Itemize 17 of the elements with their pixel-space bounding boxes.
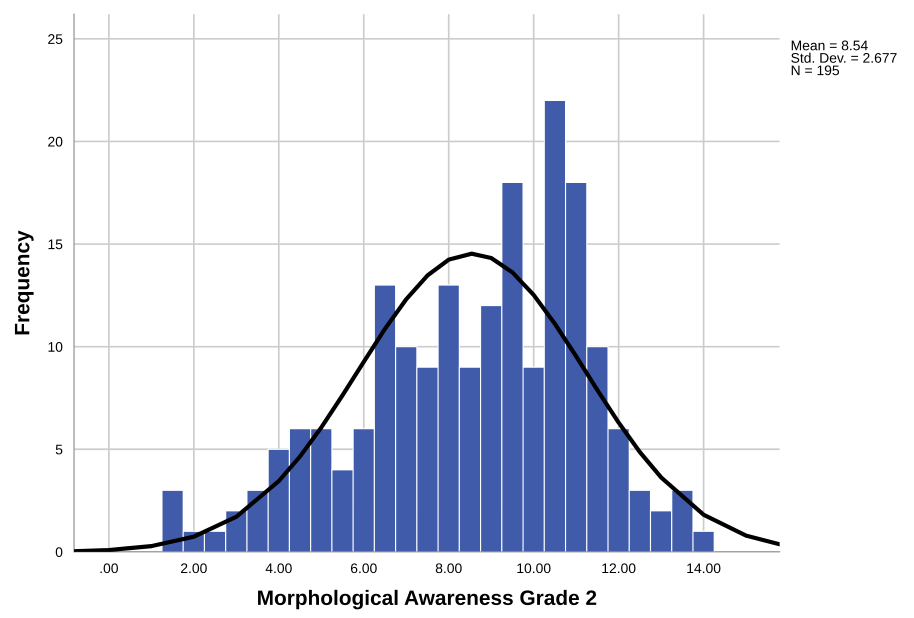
y-axis-title: Frequency bbox=[14, 230, 34, 334]
y-tick-label: 20 bbox=[48, 136, 62, 147]
x-tick-label: 4.00 bbox=[266, 563, 292, 574]
x-tick-label: 6.00 bbox=[350, 563, 377, 574]
x-tick-label: .00 bbox=[100, 563, 118, 574]
x-tick-label: 8.00 bbox=[436, 563, 462, 574]
y-tick-label: 5 bbox=[56, 444, 62, 454]
y-tick-label: 25 bbox=[48, 34, 62, 44]
x-tick-label: 14.00 bbox=[687, 563, 720, 574]
y-tick-label: 15 bbox=[48, 240, 62, 250]
x-tick-label: 10.00 bbox=[517, 563, 551, 574]
x-tick-label: 2.00 bbox=[181, 563, 207, 574]
text: Mean = 8.54 Std. Dev. = 2.677 N = 195 bbox=[791, 40, 897, 76]
y-tick-label: 0 bbox=[56, 547, 62, 558]
x-tick-label: 12.00 bbox=[602, 563, 636, 574]
y-tick-label: 10 bbox=[48, 342, 62, 352]
x-axis-title: Morphological Awareness Grade 2 bbox=[258, 590, 596, 610]
